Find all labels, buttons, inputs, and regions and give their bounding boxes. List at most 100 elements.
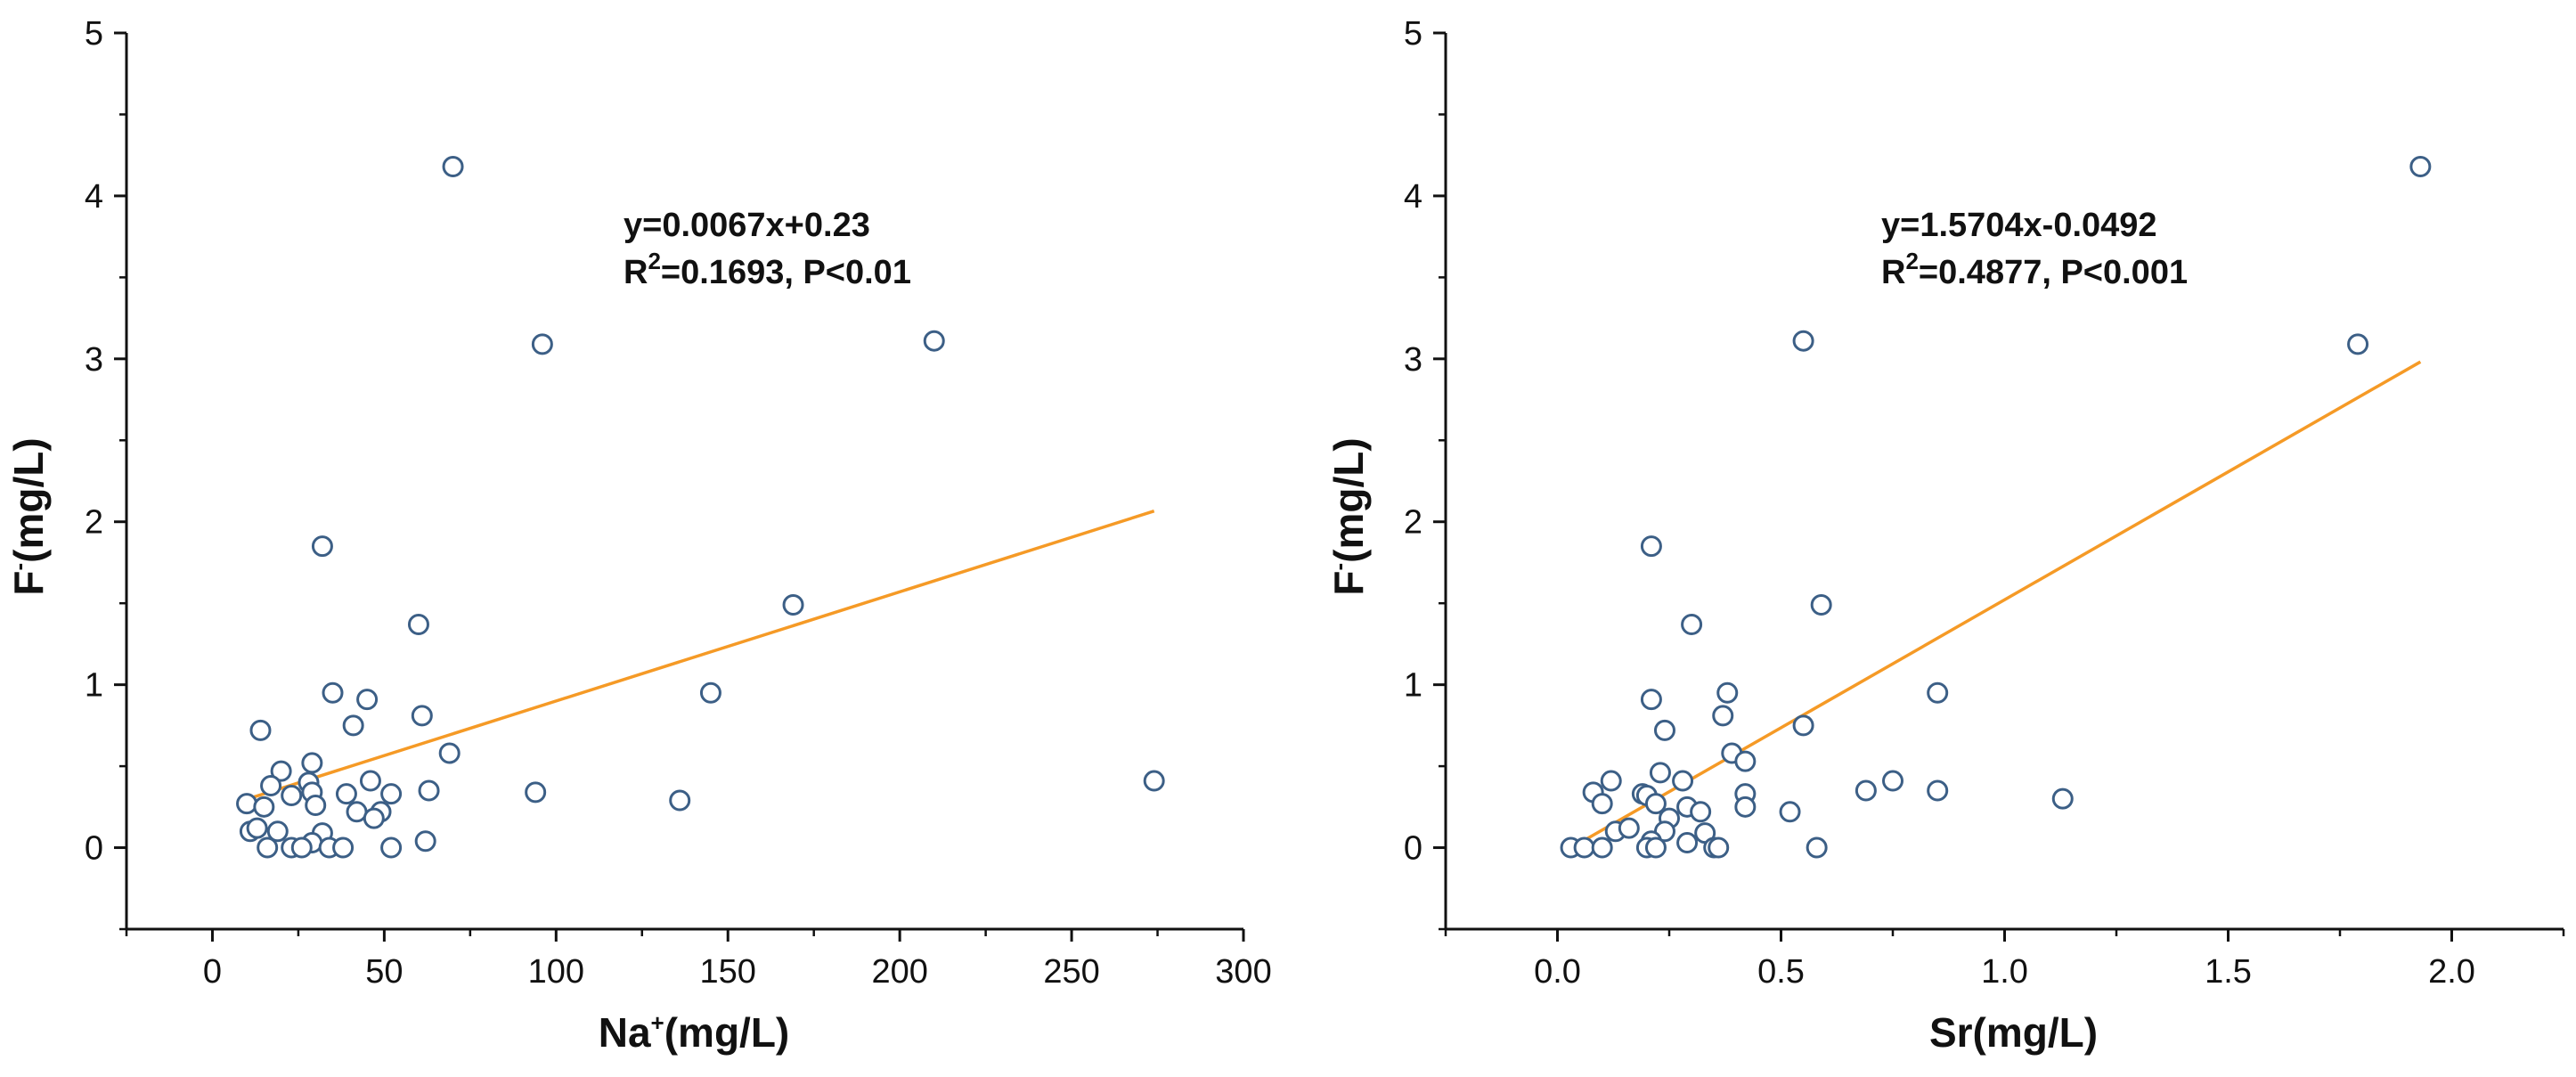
data-point	[281, 785, 303, 807]
y-tick-label: 5	[1404, 15, 1423, 53]
data-point	[525, 781, 547, 804]
x-axis-title: Na+(mg/L)	[599, 1009, 790, 1056]
fit-r2: R2=0.1693, P<0.01	[624, 248, 911, 291]
fit-r2: R2=0.4877, P<0.001	[1881, 248, 2188, 291]
data-point	[1806, 836, 1828, 859]
data-point	[669, 789, 691, 812]
data-point	[1716, 681, 1739, 704]
y-tick-label: 5	[85, 15, 103, 53]
data-point	[1653, 719, 1675, 741]
data-point	[342, 714, 364, 737]
data-point	[359, 770, 381, 792]
y-tick-label: 3	[1404, 341, 1423, 379]
x-tick-label: 2.0	[2428, 953, 2475, 991]
data-point	[923, 330, 945, 352]
data-point	[1810, 594, 1832, 616]
data-point	[246, 817, 268, 839]
x-tick-label: 100	[528, 953, 584, 991]
y-tick-label: 0	[85, 830, 103, 868]
data-point	[1644, 836, 1667, 859]
data-point	[442, 155, 464, 177]
data-point	[380, 783, 403, 805]
x-tick-label: 1.0	[1981, 953, 2028, 991]
x-tick-label: 50	[365, 953, 403, 991]
y-axis-title: F-(mg/L)	[5, 437, 52, 595]
data-point	[260, 775, 282, 797]
data-point	[1792, 714, 1814, 737]
data-point	[1712, 705, 1734, 727]
y-tick-label: 1	[1404, 667, 1423, 705]
data-point	[1644, 793, 1667, 815]
y-axis-title: F-(mg/L)	[1325, 437, 1372, 595]
data-point	[418, 779, 440, 802]
data-point	[1927, 779, 1949, 802]
data-point	[257, 836, 279, 859]
data-point	[2347, 333, 2369, 355]
data-point	[1573, 836, 1595, 859]
x-axis-title: Sr(mg/L)	[1929, 1009, 2098, 1056]
data-point	[253, 796, 275, 818]
data-point	[311, 535, 333, 558]
fit-line	[1569, 360, 2422, 850]
data-point	[1855, 779, 1877, 802]
data-point	[2051, 787, 2074, 810]
data-point	[335, 783, 357, 805]
data-point	[1779, 801, 1801, 823]
x-tick-label: 300	[1215, 953, 1271, 991]
data-point	[363, 807, 385, 829]
y-tick-label: 2	[85, 504, 103, 542]
data-point	[1676, 832, 1699, 854]
y-tick-label: 2	[1404, 504, 1423, 542]
data-point	[438, 742, 461, 764]
data-point	[1640, 535, 1662, 558]
data-point	[1600, 770, 1622, 792]
data-point	[1640, 689, 1662, 711]
y-tick-label: 4	[85, 178, 103, 216]
data-point	[305, 794, 327, 816]
data-point	[1681, 613, 1703, 635]
data-point	[270, 760, 292, 782]
x-tick-label: 200	[871, 953, 927, 991]
data-point	[414, 830, 436, 853]
fit-line	[246, 510, 1155, 801]
data-point	[531, 333, 553, 355]
x-tick-label: 0.5	[1757, 953, 1805, 991]
data-point	[332, 836, 355, 859]
data-point	[1672, 770, 1694, 792]
data-point	[407, 613, 429, 635]
data-point	[1792, 330, 1814, 352]
data-point	[1591, 793, 1613, 815]
data-point	[782, 594, 804, 616]
data-point	[266, 820, 289, 843]
data-point	[1927, 681, 1949, 704]
data-point	[1734, 750, 1757, 772]
data-point	[699, 681, 721, 704]
data-point	[1618, 817, 1640, 839]
data-point	[290, 836, 313, 859]
data-point	[1591, 836, 1613, 859]
x-tick-label: 0	[203, 953, 222, 991]
x-tick-label: 250	[1043, 953, 1099, 991]
data-point	[1690, 801, 1712, 823]
x-tick-label: 1.5	[2205, 953, 2252, 991]
data-point	[236, 793, 258, 815]
data-point	[301, 752, 323, 774]
fit-equation: y=0.0067x+0.23	[624, 207, 870, 244]
y-tick-label: 1	[85, 667, 103, 705]
panel-sr: 0 1 2 3 4 5 0.0 0.5 1.0 1.5 2.0 y=1.5704x-0.0492 R2=…	[1325, 15, 2565, 1056]
data-point	[1649, 762, 1671, 784]
y-tick-label: 3	[85, 341, 103, 379]
data-point	[380, 836, 403, 859]
data-point	[1882, 770, 1903, 792]
data-point	[1143, 770, 1165, 792]
x-tick-label: 0.0	[1534, 953, 1581, 991]
data-point	[249, 719, 272, 741]
data-point	[1708, 836, 1730, 859]
data-point	[411, 705, 433, 727]
x-tick-label: 150	[700, 953, 756, 991]
fit-equation: y=1.5704x-0.0492	[1881, 207, 2157, 244]
data-point	[2409, 155, 2432, 177]
